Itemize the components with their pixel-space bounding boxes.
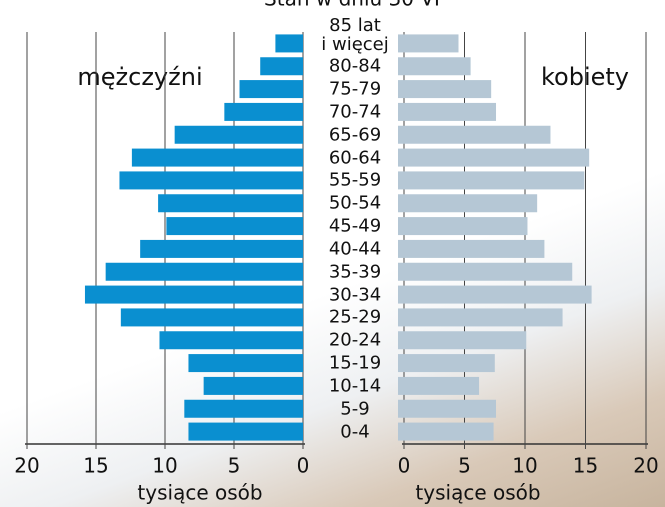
category-label: 0-4 [305,422,405,441]
category-label: 70-74 [305,102,405,121]
category-label: 35-39 [305,262,405,281]
category-label: 25-29 [305,308,405,327]
x-tick-label: 0 [297,454,310,478]
chart-title: Stan w dniu 30 VI [264,0,440,11]
category-label: 45-49 [305,217,405,236]
bar [132,149,303,167]
bar [398,194,537,212]
bar [204,377,303,395]
category-label: 30-34 [305,285,405,304]
category-label: 65-69 [305,125,405,144]
bar [188,354,303,372]
bar [398,80,491,98]
category-label: 15-19 [305,354,405,373]
category-label: 75-79 [305,80,405,99]
bar [398,400,496,418]
bar [398,103,496,121]
x-tick-label: 20 [633,454,658,478]
bar [398,240,544,258]
bar [398,331,526,349]
bar [85,286,303,304]
x-axis-label: tysiące osób [137,481,262,505]
bar [159,331,303,349]
x-axis-label: tysiące osób [415,481,540,505]
x-tick-label: 5 [458,454,471,478]
x-tick-label: 20 [14,454,39,478]
bar [175,126,303,144]
x-tick-label: 15 [573,454,598,478]
x-tick-label: 10 [152,454,177,478]
bar [398,308,563,326]
category-label: 60-64 [305,148,405,167]
bar [398,263,572,281]
bar [184,400,303,418]
bar [398,57,471,75]
x-tick-label: 5 [228,454,241,478]
bar [398,377,479,395]
bar [121,308,303,326]
bar [398,171,584,189]
category-label: 55-59 [305,171,405,190]
bar [224,103,303,121]
bar [398,217,527,235]
category-label: 85 lat i więcej [305,16,405,54]
bar [398,286,592,304]
bar [158,194,303,212]
bar [166,217,303,235]
bar [398,423,494,441]
bar [188,423,303,441]
bar [398,34,459,52]
category-label: 10-14 [305,376,405,395]
x-tick-label: 15 [83,454,108,478]
bar [398,354,495,372]
bar [240,80,303,98]
x-tick-label: 10 [512,454,537,478]
x-tick-label: 0 [398,454,411,478]
bar [398,149,589,167]
category-label: 50-54 [305,194,405,213]
category-label: 80-84 [305,57,405,76]
bar [260,57,303,75]
category-label: 40-44 [305,239,405,258]
category-label: 20-24 [305,331,405,350]
bar [106,263,303,281]
bar [275,34,303,52]
bar [119,171,303,189]
bar [398,126,550,144]
page: Stan w dniu 30 VI mężczyźni kobiety tysi… [0,0,665,507]
category-label: 5-9 [305,399,405,418]
bar [140,240,303,258]
